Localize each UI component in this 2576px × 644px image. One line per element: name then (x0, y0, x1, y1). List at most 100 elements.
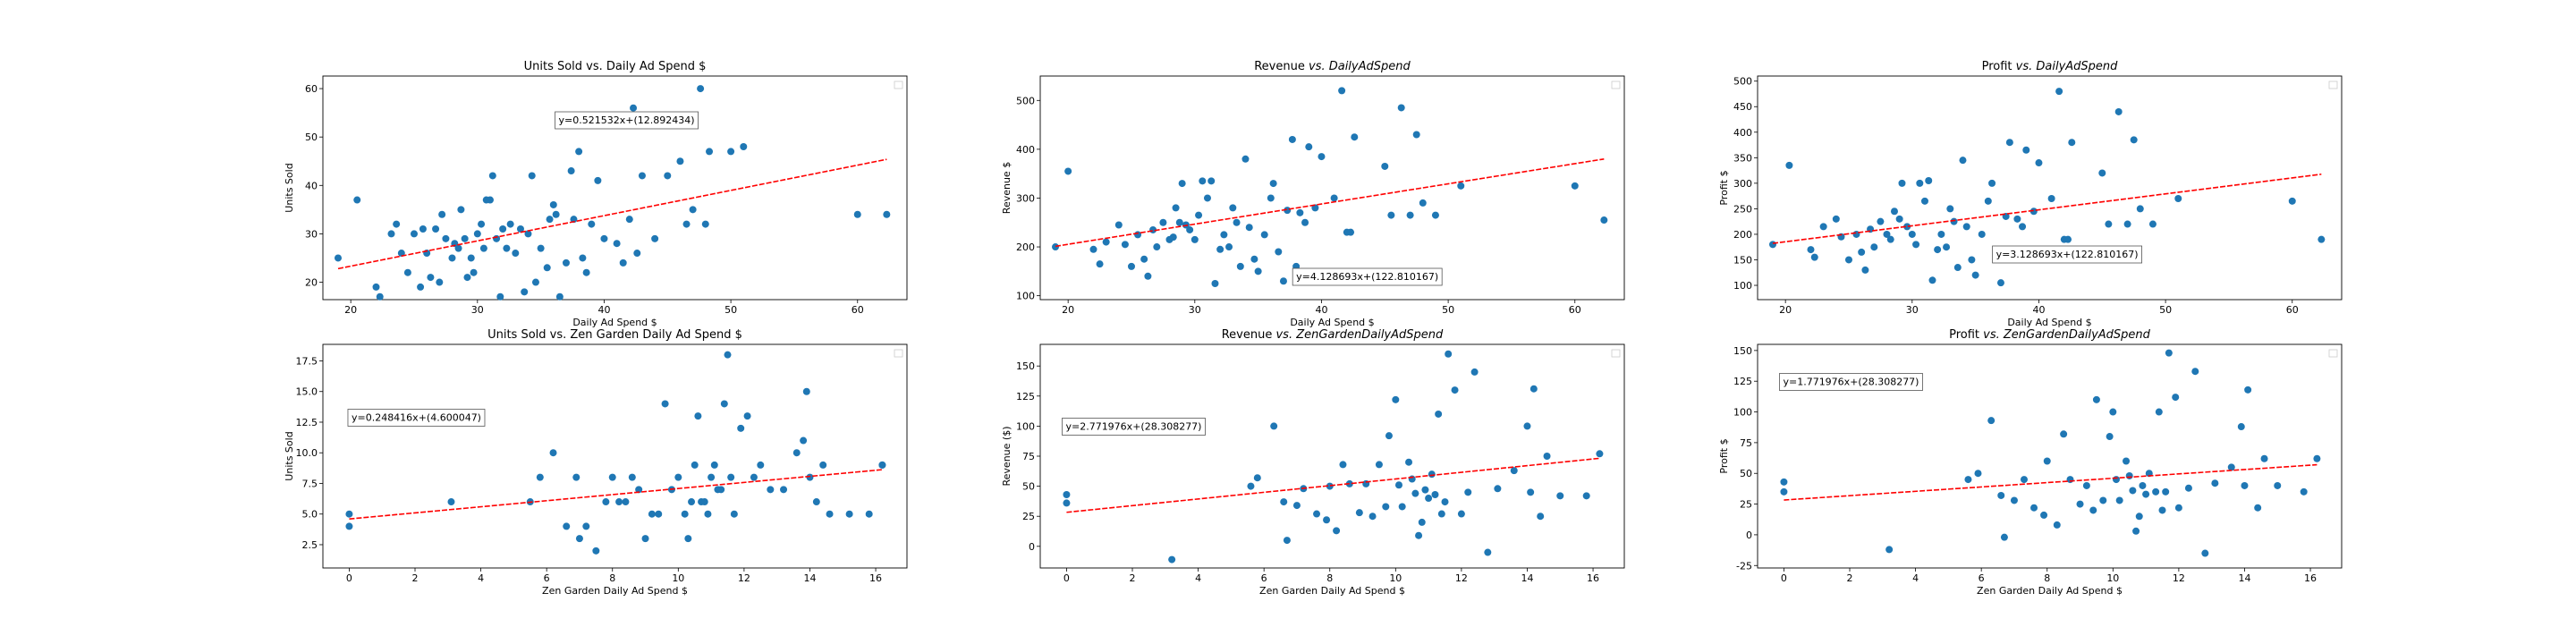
scatter-point (1301, 218, 1309, 226)
scatter-point (334, 254, 342, 262)
scatter-point (865, 510, 873, 518)
scatter-point (883, 210, 891, 218)
scatter-point (694, 412, 702, 420)
scatter-point (2162, 487, 2170, 496)
y-tick-label: 20 (305, 277, 318, 289)
regression-line (1066, 457, 1600, 513)
scatter-point (1368, 513, 1377, 521)
scatter-point (802, 387, 810, 395)
scatter-point (2148, 220, 2157, 228)
equation-label: y=1.771976x+(28.308277) (1783, 377, 1919, 388)
scatter-point (457, 206, 465, 214)
y-tick-label: 250 (1733, 203, 1752, 215)
scatter-point (1978, 230, 1986, 238)
scatter-point (655, 510, 663, 518)
scatter-point (524, 230, 532, 238)
scatter-point (1870, 243, 1878, 251)
x-tick-label: 12 (2173, 572, 2185, 584)
x-tick-label: 8 (1326, 572, 1333, 584)
scatter-point (1211, 279, 1219, 287)
scatter-point (506, 220, 514, 228)
scatter-point (562, 258, 570, 267)
x-tick-label: 10 (672, 572, 684, 584)
scatter-point (1351, 133, 1359, 141)
scatter-point (1140, 255, 1148, 263)
scatter-point (2191, 368, 2199, 376)
scatter-point (353, 196, 361, 204)
y-tick-label: 500 (1733, 76, 1752, 88)
scatter-point (1780, 487, 1788, 496)
scatter-point (1323, 516, 1331, 524)
scatter-point (461, 234, 469, 242)
scatter-point (493, 234, 501, 242)
scatter-point (1270, 422, 1278, 430)
scatter-point (1556, 492, 1564, 500)
scatter-point (1916, 179, 1924, 187)
x-tick-label: 14 (2238, 572, 2250, 584)
x-axis-label: Zen Garden Daily Ad Spend $ (1977, 585, 2123, 597)
scatter-point (1543, 453, 1551, 460)
scatter-point (442, 234, 450, 242)
x-tick-label: 10 (1389, 572, 1402, 584)
scatter-point (1997, 491, 2005, 499)
scatter-point (2013, 215, 2021, 223)
scatter-point (1885, 546, 1894, 554)
chart-title: Revenue vs. DailyAdSpend (1254, 60, 1411, 73)
y-axis-label: Revenue $ (1001, 162, 1013, 214)
scatter-point (1260, 231, 1268, 239)
y-tick-label: 300 (1733, 178, 1752, 190)
scatter-point (345, 522, 353, 530)
scatter-point (2129, 487, 2137, 495)
scatter-point (2106, 433, 2114, 441)
scatter-point (2068, 139, 2076, 147)
chart-panel-4: Units Sold vs. Zen Garden Daily Ad Spend… (284, 328, 908, 597)
scatter-point (1186, 225, 1194, 233)
chart-title: Units Sold vs. Zen Garden Daily Ad Spend… (487, 328, 742, 342)
scatter-point (563, 522, 571, 530)
scatter-point (432, 225, 440, 233)
scatter-point (467, 254, 475, 262)
scatter-point (1269, 180, 1277, 188)
scatter-point (2099, 496, 2107, 504)
scatter-point (608, 473, 616, 481)
scatter-point (549, 449, 557, 457)
scatter-point (1437, 510, 1445, 518)
scatter-point (717, 486, 725, 494)
scatter-point (727, 148, 735, 156)
scatter-point (1890, 208, 1898, 216)
scatter-point (1313, 510, 1321, 518)
scatter-point (1233, 218, 1241, 226)
scatter-point (737, 424, 745, 432)
x-tick-label: 2 (1130, 572, 1136, 584)
x-tick-label: 4 (1912, 572, 1919, 584)
scatter-point (1063, 499, 1071, 507)
scatter-point (689, 206, 697, 214)
scatter-point (1832, 215, 1840, 223)
scatter-point (2109, 408, 2117, 416)
scatter-point (488, 172, 496, 180)
scatter-point (537, 244, 545, 252)
scatter-point (1326, 482, 1334, 490)
x-tick-label: 16 (1587, 572, 1599, 584)
scatter-point (1431, 491, 1439, 499)
scatter-point (2241, 481, 2249, 489)
y-tick-label: 30 (305, 228, 318, 240)
scatter-point (2092, 395, 2100, 403)
scatter-point (2174, 194, 2182, 202)
scatter-point (2066, 476, 2074, 484)
scatter-point (2047, 194, 2055, 202)
scatter-point (710, 461, 718, 469)
scatter-point (615, 498, 623, 506)
scatter-point (2112, 476, 2120, 484)
scatter-point (1195, 211, 1203, 219)
scatter-point (1247, 482, 1255, 490)
scatter-point (528, 172, 536, 180)
legend-box (2328, 349, 2338, 358)
x-tick-label: 6 (1261, 572, 1267, 584)
scatter-point (1934, 246, 1942, 254)
scatter-point (1236, 262, 1244, 270)
scatter-point (387, 230, 395, 238)
x-tick-label: 4 (1195, 572, 1201, 584)
chart-title-part: vs. DailyAdSpend (1309, 60, 1411, 73)
scatter-point (1203, 194, 1211, 202)
